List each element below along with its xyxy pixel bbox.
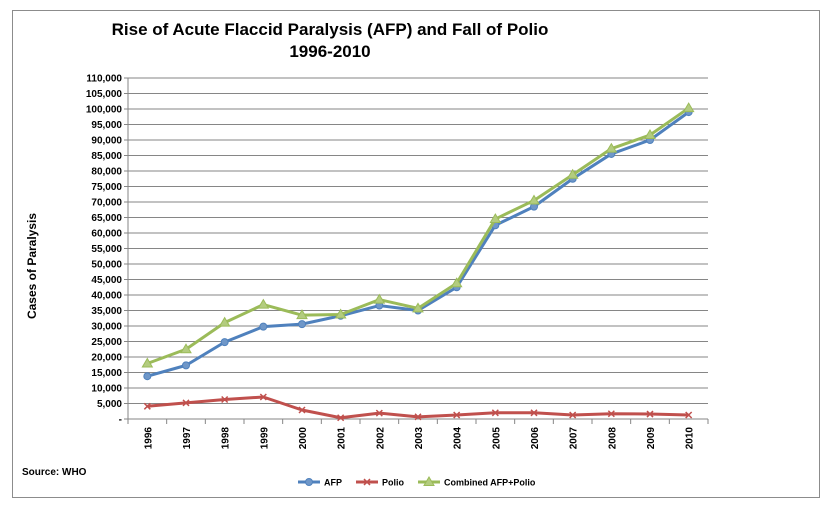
x-tick-label: 2003 (414, 427, 425, 450)
data-point-triangle (528, 194, 540, 205)
y-tick-label: 80,000 (91, 167, 122, 178)
data-point-triangle (296, 309, 308, 320)
data-point-x (414, 413, 422, 421)
data-point-x (259, 393, 267, 401)
y-tick-label: 50,000 (91, 260, 122, 271)
y-tick-label: 70,000 (91, 198, 122, 209)
legend-label: Polio (382, 478, 405, 488)
data-point-triangle (423, 476, 435, 486)
y-tick-label: 10,000 (91, 384, 122, 395)
data-point-x (182, 399, 190, 407)
legend-label: AFP (324, 478, 342, 488)
y-tick-label: 55,000 (91, 244, 122, 255)
data-point-triangle (257, 298, 270, 309)
x-tick-label: 1998 (221, 427, 232, 450)
data-point-x (646, 410, 654, 418)
data-point-x (530, 409, 538, 417)
data-point-circle (298, 320, 306, 329)
data-point-x (143, 402, 151, 410)
data-point-triangle (218, 316, 231, 327)
y-tick-label: 85,000 (91, 151, 122, 162)
y-tick-label: 40,000 (91, 291, 122, 302)
y-tick-label: 105,000 (86, 89, 123, 100)
data-point-x (453, 411, 461, 419)
data-point-x (685, 411, 693, 419)
data-point-triangle (412, 302, 424, 313)
y-tick-label: 15,000 (91, 368, 122, 379)
chart-title: Rise of Acute Flaccid Paralysis (AFP) an… (112, 20, 549, 39)
y-tick-label: 95,000 (91, 120, 122, 131)
x-tick-label: 2008 (607, 427, 618, 450)
x-tick-label: 2004 (453, 427, 464, 450)
chart-subtitle: 1996-2010 (289, 42, 370, 61)
x-tick-label: 1996 (143, 427, 154, 450)
data-point-triangle (644, 129, 656, 140)
y-tick-label: - (119, 415, 122, 426)
data-point-circle (305, 478, 313, 486)
y-tick-label: 75,000 (91, 182, 122, 193)
data-point-triangle (141, 357, 154, 368)
x-tick-label: 1999 (259, 427, 270, 450)
data-point-triangle (450, 277, 463, 288)
data-point-x (569, 411, 577, 419)
source-note: Source: WHO (22, 467, 87, 478)
y-axis-label: Cases of Paralysis (25, 213, 39, 319)
y-tick-label: 60,000 (91, 229, 122, 240)
y-tick-label: 100,000 (86, 105, 123, 116)
data-point-triangle (180, 343, 192, 354)
y-tick-label: 30,000 (91, 322, 122, 333)
x-tick-label: 2006 (530, 427, 541, 450)
x-tick-label: 2007 (569, 427, 580, 450)
y-tick-label: 45,000 (91, 275, 122, 286)
data-point-x (337, 414, 345, 422)
data-point-circle (143, 372, 152, 381)
data-point-circle (259, 322, 268, 331)
x-tick-label: 1997 (182, 427, 193, 450)
x-tick-label: 2001 (337, 427, 348, 450)
x-tick-label: 2002 (375, 427, 386, 450)
data-point-triangle (373, 293, 386, 304)
data-point-x (491, 409, 499, 417)
data-point-triangle (605, 142, 618, 153)
y-tick-label: 110,000 (86, 74, 122, 85)
legend-label: Combined AFP+Polio (444, 478, 536, 488)
data-point-circle (182, 361, 190, 370)
data-point-triangle (566, 168, 579, 179)
y-tick-label: 90,000 (91, 136, 122, 147)
data-point-triangle (682, 102, 695, 113)
data-point-circle (220, 338, 229, 347)
data-point-x (363, 478, 371, 486)
y-tick-label: 5,000 (97, 399, 122, 410)
y-tick-label: 65,000 (91, 213, 122, 224)
x-tick-label: 2010 (685, 427, 696, 450)
series-line-polio (147, 395, 689, 420)
data-point-triangle (489, 213, 502, 224)
y-tick-label: 25,000 (91, 337, 122, 348)
x-tick-label: 2005 (491, 427, 502, 450)
data-point-triangle (334, 308, 347, 319)
x-tick-label: 2009 (646, 427, 657, 450)
y-tick-label: 35,000 (91, 306, 122, 317)
data-point-x (607, 410, 615, 418)
chart-frame (12, 10, 820, 498)
data-point-x (298, 406, 306, 414)
data-point-x (375, 409, 383, 417)
y-tick-label: 20,000 (91, 353, 122, 364)
x-tick-label: 2000 (298, 427, 309, 450)
data-point-x (221, 395, 229, 404)
